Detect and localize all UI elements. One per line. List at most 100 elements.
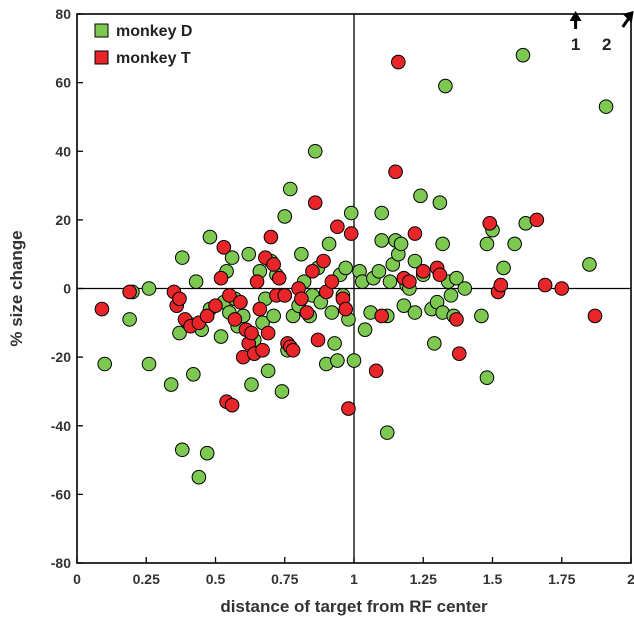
point-monkey-d <box>474 308 489 324</box>
point-monkey-d <box>374 233 390 248</box>
offscale-arrow-head <box>569 11 582 21</box>
point-monkey-t <box>415 264 431 279</box>
point-monkey-t <box>233 294 248 310</box>
point-monkey-d <box>307 143 323 159</box>
point-monkey-d <box>191 469 207 485</box>
point-monkey-d <box>274 384 290 399</box>
point-monkey-d <box>443 288 459 303</box>
point-monkey-d <box>199 445 215 461</box>
point-monkey-t <box>208 298 223 313</box>
point-monkey-d <box>438 78 453 94</box>
point-monkey-d <box>174 250 190 265</box>
y-tick-label: -80 <box>51 555 71 571</box>
x-axis-title: distance of target from RF center <box>220 597 488 616</box>
point-monkey-d <box>294 246 309 262</box>
point-monkey-d <box>330 353 345 368</box>
x-axis-ticks: 0 0.25 0.5 0.75 1 1.25 1.5 1.75 2 <box>73 557 634 587</box>
point-monkey-d <box>266 308 281 324</box>
point-monkey-d <box>141 281 157 296</box>
x-tick-label: 1.25 <box>410 571 437 587</box>
point-monkey-t <box>537 277 553 293</box>
point-monkey-t <box>172 291 187 307</box>
point-monkey-t <box>305 264 320 279</box>
point-monkey-d <box>515 47 531 63</box>
point-monkey-t <box>391 54 406 70</box>
point-monkey-t <box>529 212 545 228</box>
point-monkey-t <box>249 274 265 289</box>
point-monkey-d <box>479 370 495 386</box>
point-monkey-t <box>587 308 603 324</box>
point-monkey-t <box>94 301 110 317</box>
point-monkey-t <box>244 325 259 341</box>
point-monkey-d <box>172 325 187 341</box>
point-monkey-t <box>199 308 215 324</box>
point-monkey-d <box>202 229 218 245</box>
point-monkey-d <box>357 322 373 337</box>
point-monkey-d <box>449 270 464 286</box>
point-monkey-t <box>451 346 467 361</box>
point-monkey-t <box>224 397 240 413</box>
offscale-label: 1 <box>571 35 580 54</box>
point-monkey-t <box>554 281 570 296</box>
point-monkey-t <box>324 274 340 289</box>
point-monkey-d <box>277 209 293 224</box>
point-monkey-t <box>266 257 281 272</box>
point-monkey-d <box>327 336 342 351</box>
point-monkey-d <box>224 250 240 265</box>
point-monkey-d <box>244 377 259 392</box>
point-monkey-t <box>343 226 359 241</box>
point-monkey-t <box>263 229 279 245</box>
legend-label-monkey-t: monkey T <box>116 50 191 67</box>
legend-swatch-monkey-d <box>94 23 109 38</box>
point-monkey-t <box>338 301 353 317</box>
point-monkey-t <box>255 342 270 358</box>
y-axis-title: % size change <box>7 230 26 346</box>
point-monkey-d <box>122 312 137 327</box>
point-monkey-d <box>457 281 473 296</box>
y-tick-label: -60 <box>51 486 71 502</box>
offscale-marker-2: 2 <box>602 11 634 54</box>
point-monkey-d <box>141 356 157 372</box>
point-monkey-t <box>285 342 301 358</box>
point-monkey-d <box>338 260 353 276</box>
point-monkey-t <box>432 267 448 283</box>
point-monkey-t <box>493 277 509 293</box>
point-monkey-d <box>343 205 359 221</box>
y-axis-ticks: -80 -60 -40 -20 0 20 40 60 80 <box>51 6 83 571</box>
point-monkey-t <box>122 284 137 300</box>
data-points <box>94 47 614 485</box>
x-tick-label: 0.75 <box>271 571 298 587</box>
x-tick-label: 0 <box>73 571 81 587</box>
point-monkey-d <box>346 353 362 368</box>
point-monkey-d <box>407 305 423 320</box>
x-tick-label: 0.25 <box>133 571 160 587</box>
offscale-marker-1: 1 <box>569 11 582 54</box>
offscale-label: 2 <box>602 35 611 54</box>
point-monkey-t <box>252 301 268 317</box>
point-monkey-t <box>316 253 331 269</box>
point-monkey-d <box>282 181 298 197</box>
point-monkey-t <box>388 164 403 180</box>
point-monkey-t <box>294 291 309 307</box>
point-monkey-t <box>271 270 287 286</box>
y-tick-label: 0 <box>63 281 71 297</box>
x-tick-label: 1.5 <box>483 571 503 587</box>
point-monkey-d <box>371 264 387 279</box>
point-monkey-d <box>324 305 340 320</box>
point-monkey-t <box>341 401 356 416</box>
y-tick-label: 80 <box>55 6 71 22</box>
point-monkey-d <box>382 274 398 289</box>
point-monkey-d <box>598 99 614 114</box>
point-monkey-d <box>427 336 442 351</box>
legend: monkey D monkey T <box>94 23 192 67</box>
point-monkey-t <box>449 312 464 327</box>
point-monkey-t <box>407 226 423 241</box>
point-monkey-d <box>260 363 276 379</box>
point-monkey-d <box>163 377 179 392</box>
legend-swatch-monkey-t <box>94 50 109 65</box>
y-tick-label: -20 <box>51 349 71 365</box>
point-monkey-d <box>321 236 337 252</box>
point-monkey-t <box>277 288 293 303</box>
point-monkey-t <box>307 195 323 211</box>
